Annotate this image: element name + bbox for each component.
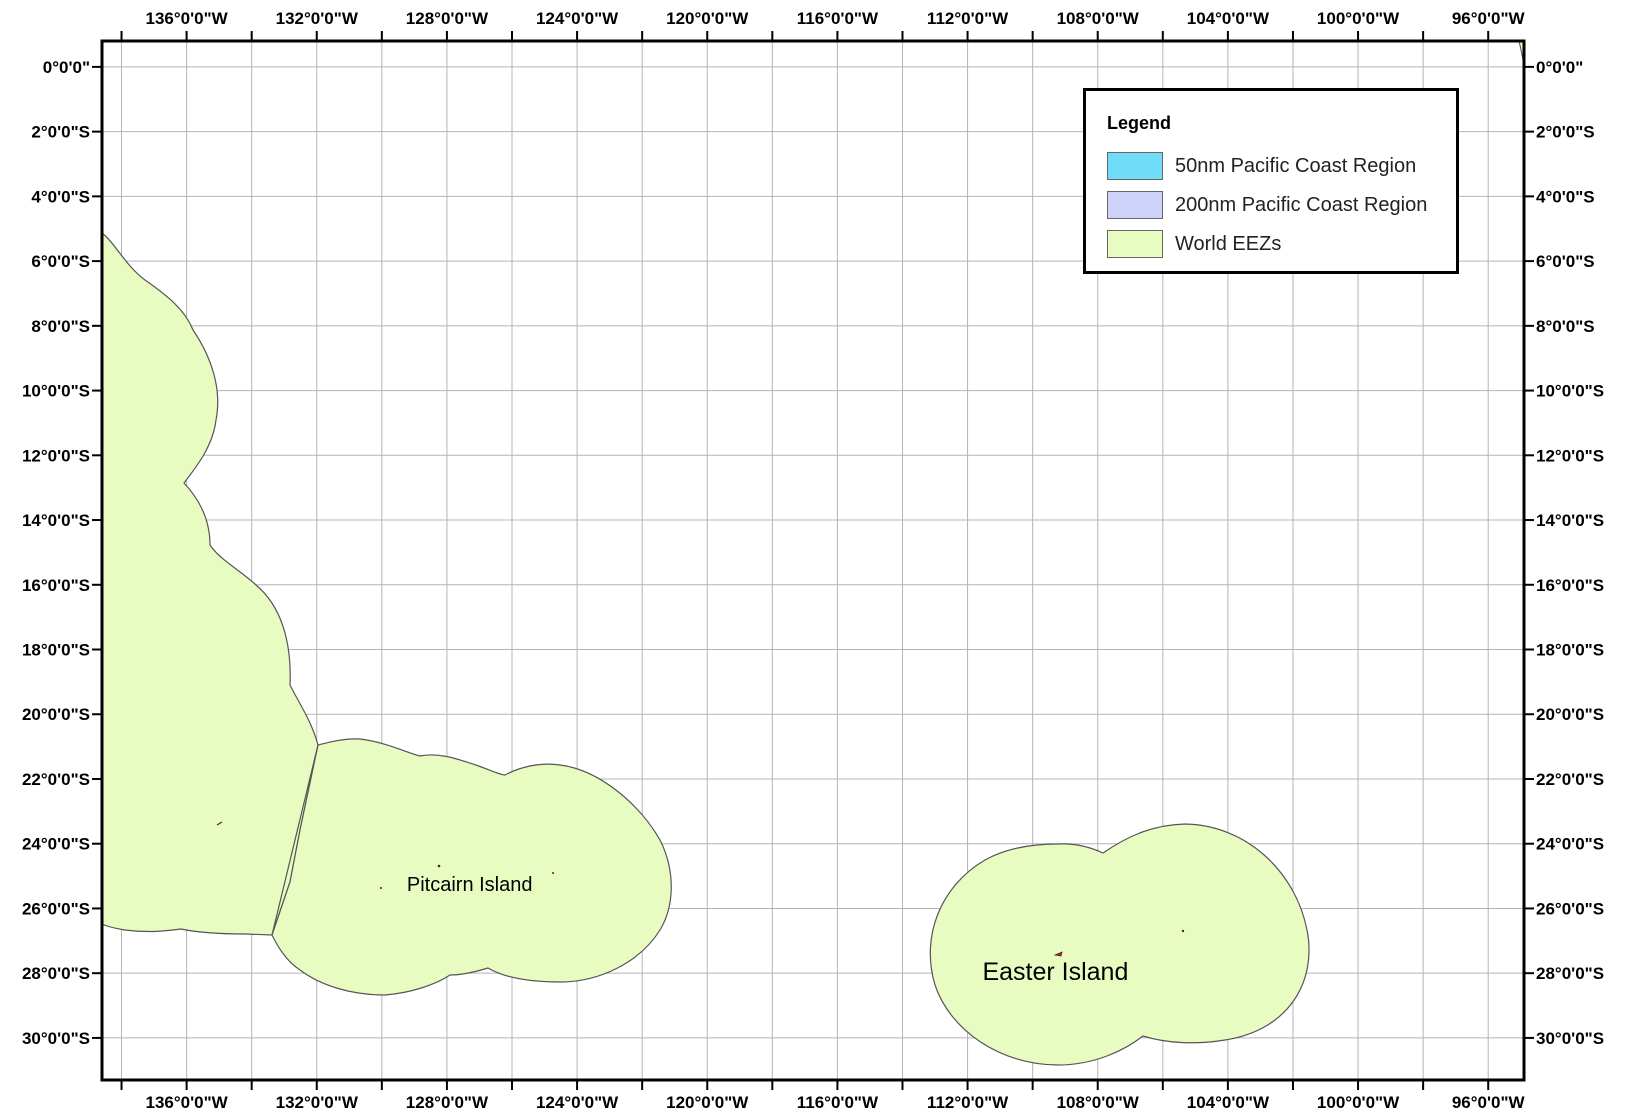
lon-label-bottom: 136°0'0"W (145, 1093, 228, 1112)
lat-label-right: 28°0'0"S (1536, 964, 1604, 983)
lat-label-right: 16°0'0"S (1536, 576, 1604, 595)
legend-swatch-world-eezs (1107, 230, 1163, 258)
lon-label-bottom: 120°0'0"W (666, 1093, 749, 1112)
lat-label-right: 4°0'0"S (1536, 187, 1595, 206)
map-border (100, 39, 1526, 1082)
lat-label-left: 12°0'0"S (22, 446, 90, 465)
eez-layer (101, 40, 1525, 1066)
lon-label-bottom: 100°0'0"W (1317, 1093, 1400, 1112)
lat-label-right: 6°0'0"S (1536, 252, 1595, 271)
eez-shared-boundary (271, 744, 319, 936)
lat-label-right: 24°0'0"S (1536, 835, 1604, 854)
legend-swatch-50nm (1107, 152, 1163, 180)
legend-box: Legend 50nm Pacific Coast Region 200nm P… (1083, 88, 1459, 274)
eez-easter-island (929, 823, 1310, 1066)
island-marker (1181, 929, 1185, 933)
island-marker (552, 872, 554, 874)
lon-label-bottom: 112°0'0"W (927, 1093, 1009, 1112)
lon-label-top: 128°0'0"W (406, 9, 489, 28)
lon-label-bottom: 104°0'0"W (1187, 1093, 1270, 1112)
lat-label-left: 16°0'0"S (22, 576, 90, 595)
lat-label-right: 26°0'0"S (1536, 899, 1604, 918)
lon-label-bottom: 108°0'0"W (1057, 1093, 1140, 1112)
label-pitcairn-island: Pitcairn Island (407, 874, 533, 896)
legend-label-world-eezs: World EEZs (1175, 233, 1282, 255)
eez-pitcairn-island (271, 738, 672, 996)
lat-label-left: 22°0'0"S (22, 770, 90, 789)
lon-label-top: 136°0'0"W (145, 9, 228, 28)
island-marker (216, 821, 223, 826)
lon-label-bottom: 132°0'0"W (276, 1093, 359, 1112)
lat-label-left: 20°0'0"S (22, 705, 90, 724)
lat-label-left: 8°0'0"S (31, 317, 90, 336)
lat-label-left: 4°0'0"S (31, 187, 90, 206)
lat-label-left: 18°0'0"S (22, 641, 90, 660)
lon-label-bottom: 96°0'0"W (1452, 1093, 1526, 1112)
legend-title: Legend (1107, 113, 1172, 133)
lat-label-left: 10°0'0"S (22, 382, 90, 401)
island-specks (216, 821, 1185, 957)
place-labels: Pitcairn Island Easter Island (407, 874, 1128, 986)
lon-label-top: 124°0'0"W (536, 9, 619, 28)
lon-label-top: 116°0'0"W (797, 9, 879, 28)
lon-label-top: 100°0'0"W (1317, 9, 1400, 28)
lat-label-left: 2°0'0"S (31, 123, 90, 142)
lat-label-right: 22°0'0"S (1536, 770, 1604, 789)
lon-label-top: 108°0'0"W (1057, 9, 1140, 28)
lat-label-left: 28°0'0"S (22, 964, 90, 983)
lat-label-right: 14°0'0"S (1536, 511, 1604, 530)
coordinate-ticks: 136°0'0"W 136°0'0"W 132°0'0"W 132°0'0"W 128°… (22, 9, 1604, 1112)
lat-label-right: 8°0'0"S (1536, 317, 1595, 336)
legend-swatch-200nm (1107, 191, 1163, 219)
legend-label-50nm: 50nm Pacific Coast Region (1175, 155, 1417, 177)
lat-label-right: 0°0'0" (1536, 58, 1583, 77)
lon-label-top: 96°0'0"W (1452, 9, 1526, 28)
lat-label-right: 18°0'0"S (1536, 641, 1604, 660)
lat-label-left: 24°0'0"S (22, 835, 90, 854)
lon-label-bottom: 116°0'0"W (797, 1093, 879, 1112)
lon-label-top: 132°0'0"W (276, 9, 359, 28)
lat-label-left: 14°0'0"S (22, 511, 90, 530)
lat-label-right: 12°0'0"S (1536, 446, 1604, 465)
lon-label-bottom: 128°0'0"W (406, 1093, 489, 1112)
label-easter-island: Easter Island (982, 958, 1128, 986)
island-marker (380, 887, 382, 889)
lon-label-top: 120°0'0"W (666, 9, 749, 28)
map-frame (100, 39, 1526, 1082)
legend-label-200nm: 200nm Pacific Coast Region (1175, 194, 1428, 216)
lat-label-right: 20°0'0"S (1536, 705, 1604, 724)
lat-label-left: 6°0'0"S (31, 252, 90, 271)
lon-label-top: 112°0'0"W (927, 9, 1009, 28)
lat-label-left: 26°0'0"S (22, 899, 90, 918)
island-marker (1053, 951, 1063, 957)
lat-label-left: 30°0'0"S (22, 1029, 90, 1048)
lat-label-right: 10°0'0"S (1536, 382, 1604, 401)
lon-label-bottom: 124°0'0"W (536, 1093, 619, 1112)
lat-label-left: 0°0'0" (43, 58, 90, 77)
lat-label-right: 30°0'0"S (1536, 1029, 1604, 1048)
lon-label-top: 104°0'0"W (1187, 9, 1270, 28)
eez-french-polynesia (101, 231, 319, 936)
island-marker (437, 864, 441, 868)
lat-label-right: 2°0'0"S (1536, 123, 1595, 142)
